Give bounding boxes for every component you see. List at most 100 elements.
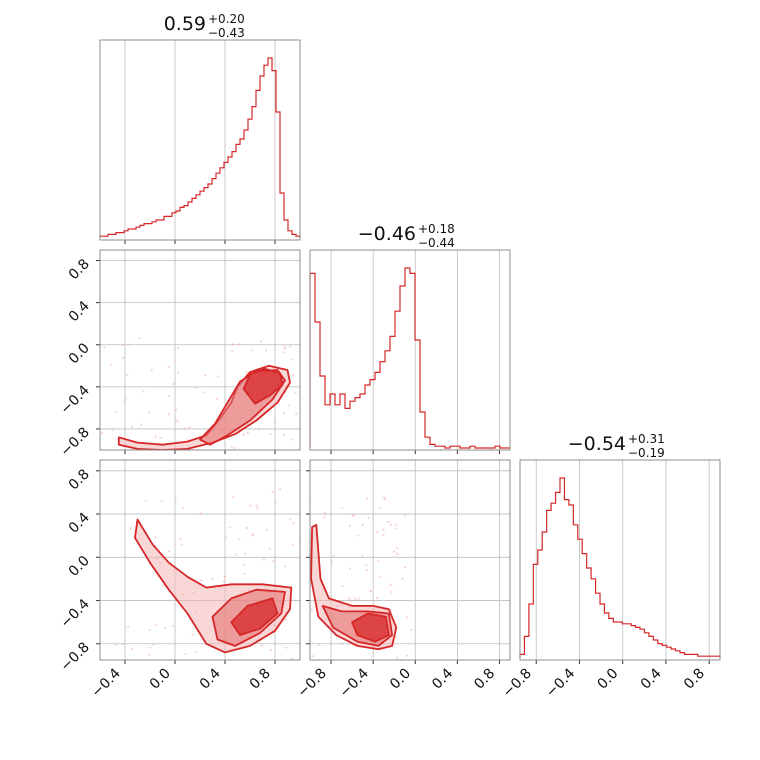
sample-point	[159, 436, 162, 440]
sample-point	[200, 579, 203, 582]
tick-label-x: 0.0	[594, 666, 621, 693]
sample-point	[132, 666, 134, 668]
title-minus: −0.43	[208, 26, 245, 40]
sample-point	[278, 488, 282, 491]
sample-point	[333, 554, 336, 557]
sample-point	[140, 423, 143, 426]
sample-point	[268, 547, 271, 550]
sample-point	[382, 528, 385, 531]
sample-point	[229, 526, 232, 529]
param-title-0: 0.59 +0.20−0.43	[164, 12, 245, 40]
panel-frame-1-0	[99, 249, 301, 451]
panel-frame-2-2	[519, 459, 721, 661]
panel-grid-0-0	[124, 40, 276, 244]
sample-point	[283, 412, 286, 415]
panel-frame-2-0	[99, 459, 301, 661]
sample-point	[284, 618, 287, 621]
sample-point	[382, 533, 385, 537]
tick-label-y: −0.8	[57, 424, 92, 459]
param-title-1: −0.46 +0.18−0.44	[358, 222, 455, 250]
sample-point	[331, 560, 334, 563]
tick-label-x: 0.8	[681, 666, 708, 693]
sample-point	[290, 438, 293, 441]
histogram-2	[519, 477, 721, 658]
sample-point	[283, 433, 286, 436]
sample-point	[180, 543, 183, 546]
tick-label-x: −0.4	[337, 665, 372, 700]
sample-point	[387, 662, 389, 664]
sample-point	[115, 643, 118, 646]
contour-level-2	[230, 597, 279, 636]
sample-point	[404, 513, 407, 517]
tick-label-x: 0.0	[147, 666, 174, 693]
sample-point	[305, 555, 307, 557]
sample-point	[405, 654, 408, 657]
sample-point	[123, 556, 127, 559]
sample-point	[323, 511, 326, 515]
sample-point	[361, 523, 364, 527]
sample-point	[223, 575, 227, 578]
sample-point	[233, 446, 236, 450]
sample-point	[259, 340, 263, 343]
panel-grid-2-1: −0.8 −0.4 0.0 0.4 0.8	[295, 460, 510, 701]
sample-point	[379, 575, 382, 579]
tick-label-y: 0.8	[66, 466, 93, 493]
sample-point	[283, 345, 286, 348]
sample-point	[354, 597, 357, 601]
title-plus: +0.31	[628, 432, 665, 446]
sample-point	[261, 663, 263, 665]
sample-point	[204, 374, 207, 377]
sample-point	[251, 349, 254, 352]
tick-label-y: 0.0	[66, 340, 93, 367]
sample-point	[341, 585, 344, 588]
sample-point	[357, 534, 360, 537]
sample-point	[237, 343, 240, 346]
sample-point	[387, 520, 390, 524]
sample-point	[291, 374, 294, 377]
tick-label-x: 0.4	[638, 665, 665, 692]
sample-point	[395, 527, 398, 530]
sample-point	[290, 657, 293, 660]
sample-point	[202, 391, 205, 394]
sample-point	[115, 464, 117, 466]
sample-point	[317, 660, 319, 662]
sample-point	[262, 558, 265, 561]
sample-point	[367, 516, 370, 519]
sample-point	[188, 425, 191, 429]
sample-point	[124, 397, 127, 400]
panel-frame-1-1	[309, 249, 511, 451]
sample-point	[257, 428, 260, 431]
tick-label-x: −0.4	[543, 665, 578, 700]
sample-point	[116, 666, 118, 668]
sample-point	[306, 339, 308, 341]
sample-point	[307, 436, 309, 438]
sample-point	[255, 504, 258, 507]
sample-point	[302, 539, 304, 541]
sample-point	[389, 583, 392, 586]
sample-point	[323, 515, 326, 519]
sample-point	[215, 397, 219, 400]
sample-point	[348, 524, 352, 527]
sample-point	[283, 351, 286, 354]
tick-label-y: 0.8	[66, 256, 93, 283]
sample-point	[271, 490, 274, 493]
sample-point	[294, 391, 297, 394]
sample-point	[365, 497, 369, 500]
tick-label-y: 0.0	[66, 553, 93, 580]
sample-point	[235, 553, 238, 556]
panel-grid-1-1	[330, 250, 500, 454]
sample-point	[148, 629, 151, 632]
sample-point	[222, 580, 226, 583]
sample-point	[265, 528, 268, 532]
sample-point	[199, 512, 202, 515]
sample-point	[174, 500, 177, 503]
sample-point	[349, 599, 352, 602]
sample-point	[369, 590, 372, 593]
density-panel-1-0	[100, 337, 309, 466]
tick-label-y: −0.4	[57, 596, 92, 631]
sample-point	[191, 633, 194, 636]
sample-point	[167, 413, 171, 416]
sample-point	[130, 647, 133, 651]
sample-point	[283, 347, 286, 350]
